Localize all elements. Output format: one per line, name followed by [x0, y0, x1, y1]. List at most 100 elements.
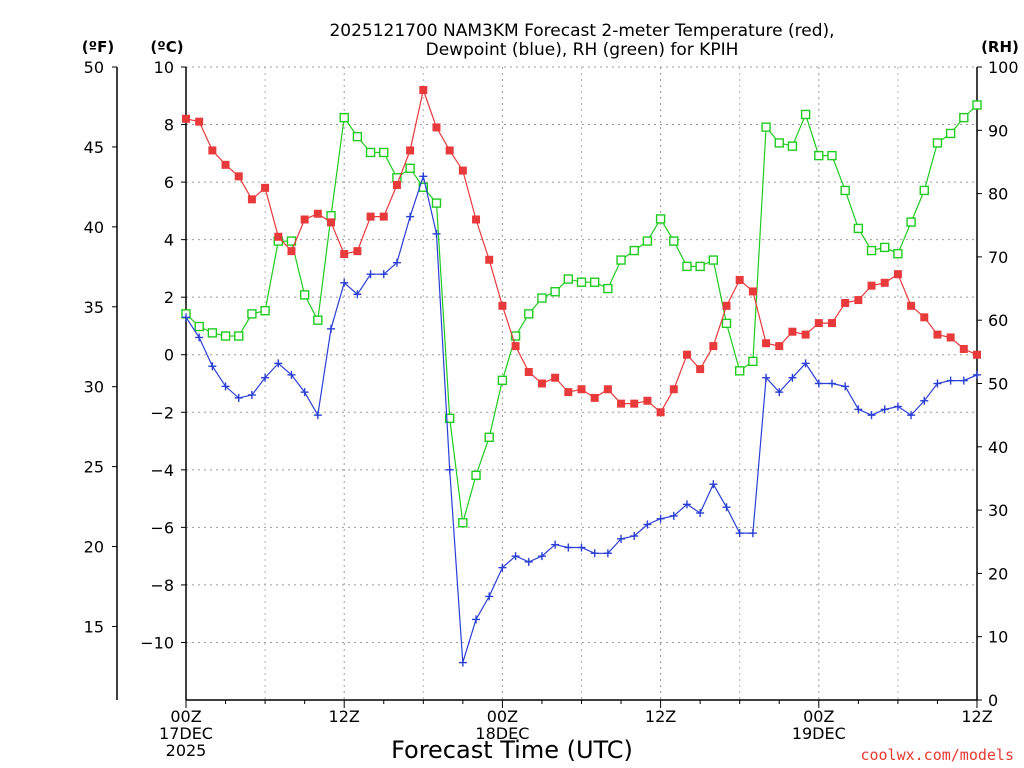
- rh-point: [616, 255, 626, 265]
- dewpoint-point: [973, 370, 981, 379]
- rh-point: [748, 356, 758, 367]
- temperature-point: [274, 232, 283, 241]
- rh-point: [313, 315, 323, 325]
- temperature-point: [432, 123, 441, 132]
- dewpoint-point: [933, 379, 942, 388]
- rh-tick-label: 30: [988, 501, 1008, 520]
- rh-point: [932, 138, 943, 148]
- dewpoint-point: [946, 376, 955, 385]
- temperature-point: [366, 212, 375, 221]
- c-tick-label: −10: [140, 633, 174, 652]
- temperature-point: [893, 270, 902, 279]
- temperature-point: [247, 195, 256, 204]
- rh-point: [352, 131, 363, 142]
- rh-point: [919, 185, 929, 196]
- temperature-point: [867, 281, 876, 290]
- dewpoint-point: [287, 370, 296, 379]
- rh-point: [761, 122, 771, 132]
- f-tick-label: 15: [84, 617, 104, 636]
- rh-point: [550, 287, 560, 297]
- dewpoint-point: [537, 552, 546, 561]
- temperature-series: [182, 86, 981, 417]
- rh-point: [906, 217, 916, 227]
- temperature-point: [973, 350, 981, 359]
- dewpoint-point: [669, 511, 678, 520]
- c-tick-label: 10: [154, 58, 174, 77]
- dewpoint-point: [458, 658, 467, 667]
- dewpoint-point: [907, 411, 916, 420]
- f-tick-label: 45: [84, 138, 104, 157]
- dewpoint-point: [748, 529, 757, 538]
- fahrenheit-axis: 50 45 40 35 30 25 20 15: [84, 58, 117, 636]
- x-tick-label: 00Z: [487, 707, 518, 726]
- temperature-point: [419, 86, 428, 95]
- f-tick-label: 25: [84, 458, 104, 477]
- f-tick-label: 35: [84, 298, 104, 317]
- rh-tick-label: 10: [988, 628, 1008, 647]
- rh-point: [299, 290, 310, 300]
- temperature-point: [696, 365, 705, 374]
- x-tick-label: 2025: [166, 741, 207, 760]
- temperature-point: [827, 319, 836, 328]
- dewpoint-point: [221, 382, 230, 391]
- temperature-point: [287, 247, 296, 256]
- rh-point: [194, 321, 204, 332]
- rh-point: [603, 283, 613, 294]
- f-tick-label: 50: [84, 58, 104, 77]
- x-tick-label: 00Z: [170, 707, 201, 726]
- rh-point: [589, 277, 600, 287]
- dewpoint-point: [247, 391, 256, 400]
- temperature-point: [907, 301, 916, 310]
- dewpoint-point: [432, 229, 441, 238]
- c-tick-label: −2: [150, 403, 174, 422]
- fahrenheit-unit-label: (ºF): [82, 38, 114, 56]
- rh-point: [708, 255, 719, 265]
- rh-unit-label: (RH): [981, 38, 1019, 56]
- temperature-point: [709, 342, 718, 351]
- chart-title-line2: Dewpoint (blue), RH (green) for KPIH: [426, 40, 739, 60]
- credit-label: coolwx.com/models: [860, 746, 1014, 764]
- rh-point: [537, 293, 547, 303]
- rh-point: [339, 112, 349, 123]
- rh-point: [207, 328, 218, 338]
- rh-point: [945, 128, 956, 139]
- temperature-point: [946, 333, 955, 342]
- rh-point: [629, 245, 639, 256]
- dewpoint-series: [182, 172, 981, 667]
- c-tick-label: 4: [164, 231, 174, 250]
- c-tick-label: 0: [164, 346, 174, 365]
- dewpoint-point: [511, 552, 520, 561]
- rh-point: [787, 141, 798, 151]
- dewpoint-point: [366, 270, 375, 279]
- temperature-point: [762, 339, 771, 348]
- temperature-point: [682, 350, 691, 359]
- x-tick-label: 18DEC: [475, 724, 529, 743]
- temperature-point: [735, 275, 744, 284]
- dewpoint-point: [472, 615, 481, 624]
- dewpoint-point: [656, 514, 665, 523]
- temperature-point: [920, 313, 929, 322]
- rh-point: [695, 261, 705, 272]
- rh-tick-label: 20: [988, 564, 1008, 583]
- dewpoint-point: [867, 411, 876, 420]
- c-tick-label: 6: [164, 173, 174, 192]
- c-tick-label: −6: [150, 518, 174, 537]
- temperature-point: [458, 166, 467, 175]
- chart-title-line1: 2025121700 NAM3KM Forecast 2-meter Tempe…: [329, 21, 834, 41]
- rh-point: [840, 185, 850, 196]
- dewpoint-point: [775, 388, 784, 397]
- dewpoint-point: [419, 172, 428, 181]
- rh-point: [972, 100, 982, 110]
- dewpoint-point: [485, 592, 494, 601]
- rh-tick-label: 90: [988, 121, 1008, 140]
- dewpoint-point: [208, 362, 217, 371]
- rh-point: [866, 245, 877, 256]
- dewpoint-point: [340, 278, 349, 287]
- x-tick-label: 17DEC: [159, 724, 213, 743]
- rh-point: [563, 274, 574, 284]
- rh-point: [484, 432, 494, 443]
- f-tick-label: 30: [84, 378, 104, 397]
- temperature-point: [353, 247, 362, 256]
